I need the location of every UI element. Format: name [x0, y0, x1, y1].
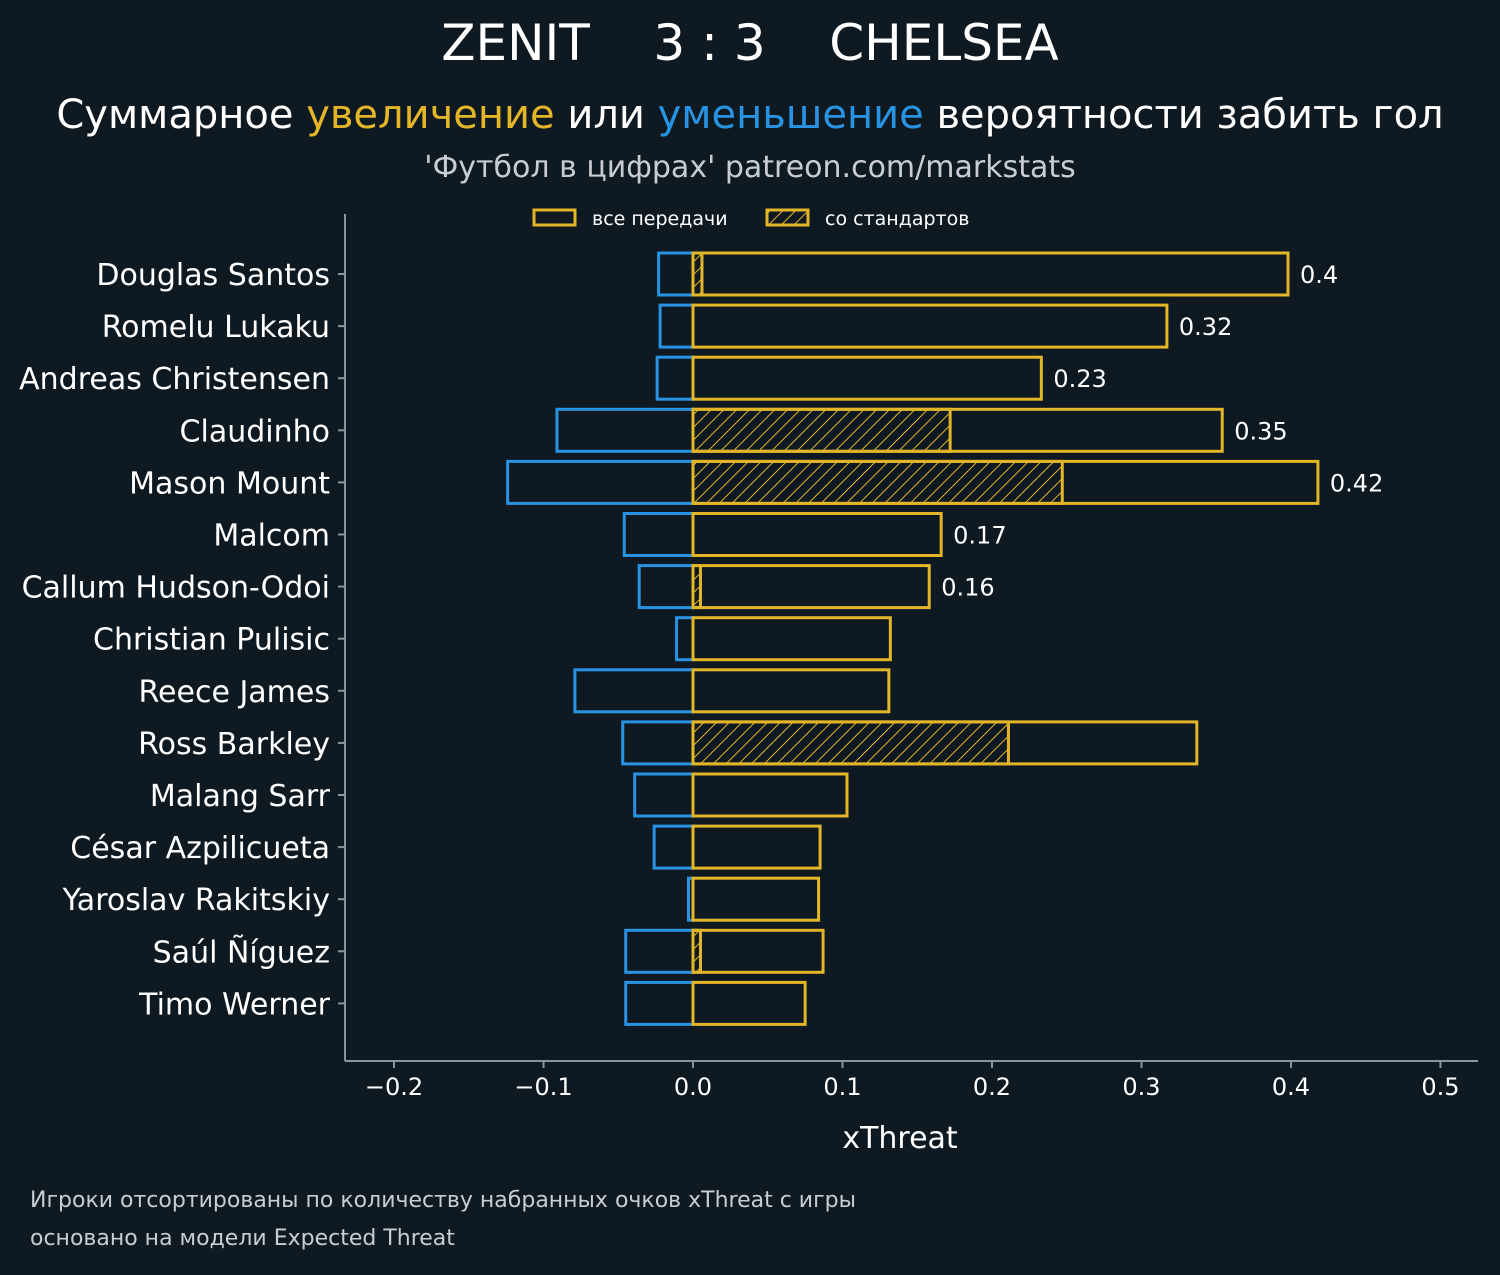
- bar-decrease: [573, 668, 695, 714]
- data-label: 0.35: [1234, 417, 1287, 445]
- bars-group: 0.4 0.32 0.23 0.35 0.42 0.17 0.16: [506, 251, 1383, 1026]
- x-tick-label: 0.1: [823, 1073, 861, 1101]
- y-tick-label: Yaroslav Rakitskiy: [62, 883, 330, 918]
- bar-decrease: [657, 251, 695, 297]
- data-label: 0.42: [1330, 469, 1383, 497]
- bar-decrease: [624, 928, 695, 974]
- bar-decrease: [633, 772, 695, 818]
- bar-decrease: [637, 564, 695, 610]
- data-label: 0.17: [953, 522, 1006, 550]
- x-tick-label: 0.0: [674, 1073, 712, 1101]
- y-tick-label: Saúl Ñíguez: [153, 934, 330, 970]
- subtitle-part2: или: [554, 92, 658, 138]
- data-label: 0.32: [1179, 313, 1232, 341]
- bar-all-passes: [691, 564, 931, 610]
- footnote-sorting: Игроки отсортированы по количеству набра…: [30, 1188, 856, 1213]
- bar-all-passes: [691, 459, 1320, 505]
- bar-all-passes: [691, 512, 943, 557]
- chart-legend: все передачи со стандартов: [532, 208, 969, 230]
- subtitle-part3: вероятности забить гол: [923, 92, 1444, 138]
- y-tick-label: Christian Pulisic: [93, 623, 330, 658]
- bar-all-passes: [691, 251, 1290, 297]
- legend-label-set-pieces: со стандартов: [825, 208, 969, 230]
- bar-all-passes: [691, 928, 825, 974]
- x-tick-label: 0.3: [1122, 1073, 1160, 1101]
- y-tick-label: Douglas Santos: [96, 258, 330, 293]
- y-tick-label: Mason Mount: [129, 466, 330, 501]
- subtitle-part1: Суммарное: [56, 92, 307, 138]
- bar-all-passes: [691, 720, 1199, 766]
- y-tick-label: Romelu Lukaku: [102, 310, 330, 345]
- axes-group: Douglas Santos Romelu Lukaku Andreas Chris…: [19, 214, 1478, 1156]
- chart-title: ZENIT 3 : 3 CHELSEA: [0, 14, 1500, 72]
- bar-decrease: [652, 824, 695, 870]
- bar-set-pieces: [691, 407, 952, 453]
- legend-label-all-passes: все передачи: [592, 208, 728, 230]
- bar-all-passes: [691, 772, 849, 818]
- bar-set-pieces: [691, 459, 1064, 505]
- y-tick-label: Callum Hudson-Odoi: [22, 571, 330, 606]
- footnote-model: основано на модели Expected Threat: [30, 1226, 455, 1251]
- y-tick-label: Ross Barkley: [138, 727, 330, 762]
- team-home: ZENIT: [441, 14, 590, 72]
- bar-set-pieces: [691, 720, 1010, 766]
- y-tick-label: Malcom: [213, 519, 330, 554]
- x-tick-label: −0.1: [514, 1073, 572, 1101]
- bar-decrease: [621, 720, 695, 766]
- bar-all-passes: [691, 355, 1043, 401]
- x-tick-label: 0.4: [1272, 1073, 1310, 1101]
- bar-decrease: [506, 459, 695, 505]
- bar-all-passes: [691, 303, 1169, 349]
- subtitle-decrease: уменьшение: [657, 92, 924, 138]
- bar-decrease: [655, 355, 695, 401]
- score: 3 : 3: [653, 14, 766, 72]
- x-tick-label: 0.5: [1421, 1073, 1459, 1101]
- bar-decrease: [658, 303, 695, 349]
- y-tick-label: Andreas Christensen: [19, 362, 330, 397]
- subtitle-increase: увеличение: [306, 92, 555, 138]
- legend-swatch-all-passes: [532, 208, 577, 227]
- legend-swatch-set-pieces: [765, 208, 810, 227]
- chart-subtitle: Суммарное увеличение или уменьшение веро…: [0, 92, 1500, 138]
- bar-all-passes: [691, 980, 807, 1026]
- x-axis-label: xThreat: [842, 1121, 958, 1156]
- bar-all-passes: [691, 616, 892, 662]
- chart-credit: 'Футбол в цифрах' patreon.com/markstats: [424, 150, 1076, 185]
- bar-all-passes: [691, 876, 821, 922]
- data-label: 0.4: [1300, 261, 1338, 289]
- y-tick-label: Reece James: [139, 675, 330, 710]
- bar-decrease: [555, 407, 695, 453]
- bar-all-passes: [691, 407, 1224, 453]
- bar-decrease: [675, 616, 695, 662]
- data-label: 0.16: [941, 574, 994, 602]
- bar-decrease: [622, 512, 695, 557]
- team-away: CHELSEA: [829, 14, 1059, 72]
- y-tick-label: Malang Sarr: [150, 779, 331, 814]
- y-tick-label: César Azpilicueta: [70, 831, 330, 866]
- x-tick-label: 0.2: [973, 1073, 1011, 1101]
- bar-all-passes: [691, 668, 891, 714]
- y-tick-label: Claudinho: [180, 414, 330, 449]
- data-label: 0.23: [1053, 365, 1106, 393]
- bar-decrease: [624, 980, 695, 1026]
- bar-all-passes: [691, 824, 822, 870]
- x-tick-label: −0.2: [365, 1073, 423, 1101]
- y-tick-label: Timo Werner: [138, 987, 330, 1022]
